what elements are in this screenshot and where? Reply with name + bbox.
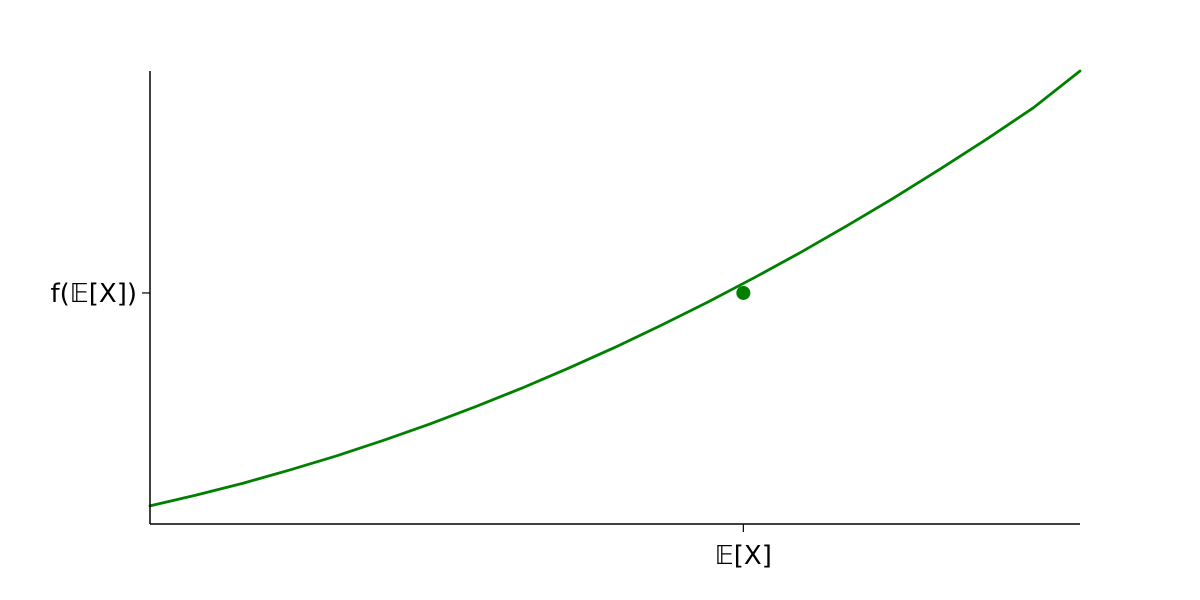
y-tick-label: f(𝔼[X]) [50, 279, 137, 309]
plot-area [148, 69, 1082, 508]
expectation-point [736, 285, 751, 300]
x-tick-label: 𝔼[X] [715, 541, 772, 571]
curve-line [148, 69, 1082, 508]
